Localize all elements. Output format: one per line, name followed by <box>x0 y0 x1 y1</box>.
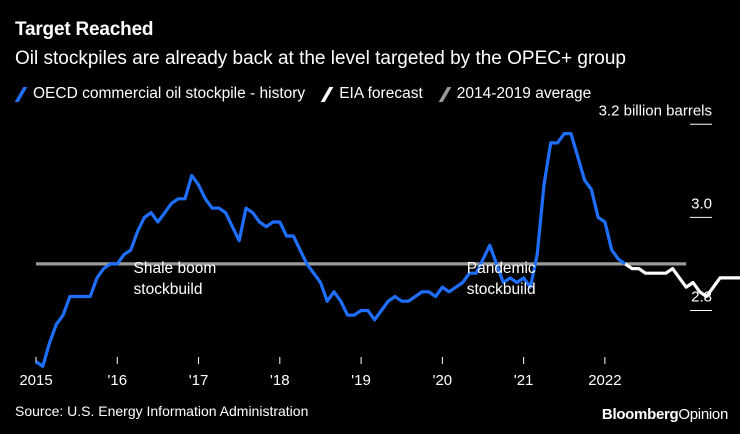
x-tick-label: 2015 <box>19 372 52 389</box>
y-tick-label: 3.0 <box>691 195 712 212</box>
chart-subtitle: Oil stockpiles are already back at the l… <box>15 48 626 69</box>
legend: OECD commercial oil stockpile - history … <box>14 84 607 104</box>
annotation-text: Pandemic <box>467 260 536 277</box>
y-tick-label: 2.8 <box>691 288 712 305</box>
y-axis: 2.8 3.0 3.2 billion barrels <box>599 102 712 311</box>
y-tick-label: 3.2 billion barrels <box>599 102 712 119</box>
x-tick-label: '18 <box>270 372 290 389</box>
x-tick-label: '19 <box>351 372 371 389</box>
annotation-text: stockbuild <box>467 281 536 298</box>
series-layer <box>35 132 740 368</box>
legend-label-history: OECD commercial oil stockpile - history <box>33 85 306 102</box>
x-axis: 2015 '16 '17 '18 '19 '20 '21 2022 <box>19 357 622 389</box>
forecast-line <box>624 262 740 299</box>
annotation-layer: Shale boom stockbuild Pandemic stockbuild <box>134 260 536 298</box>
brand-bold: Bloomberg <box>601 406 679 423</box>
x-tick-label: '16 <box>107 372 127 389</box>
chart-title: Target Reached <box>15 19 154 40</box>
legend-item-average: 2014-2019 average <box>438 85 592 103</box>
x-tick-label: '17 <box>189 372 209 389</box>
x-tick-label: 2022 <box>588 372 621 389</box>
legend-item-forecast: EIA forecast <box>320 85 423 103</box>
brand-logo: BloombergOpinion <box>602 406 728 423</box>
history-line <box>35 132 627 368</box>
x-tick-label: '21 <box>514 372 534 389</box>
brand-regular: Opinion <box>678 406 728 423</box>
legend-label-forecast: EIA forecast <box>339 85 423 102</box>
annotation-text: Shale boom <box>134 260 217 277</box>
legend-label-average: 2014-2019 average <box>456 85 592 102</box>
legend-item-history: OECD commercial oil stockpile - history <box>14 85 306 103</box>
source-note: Source: U.S. Energy Information Administ… <box>15 403 309 419</box>
annotation-text: stockbuild <box>134 281 203 298</box>
x-tick-label: '20 <box>433 372 453 389</box>
